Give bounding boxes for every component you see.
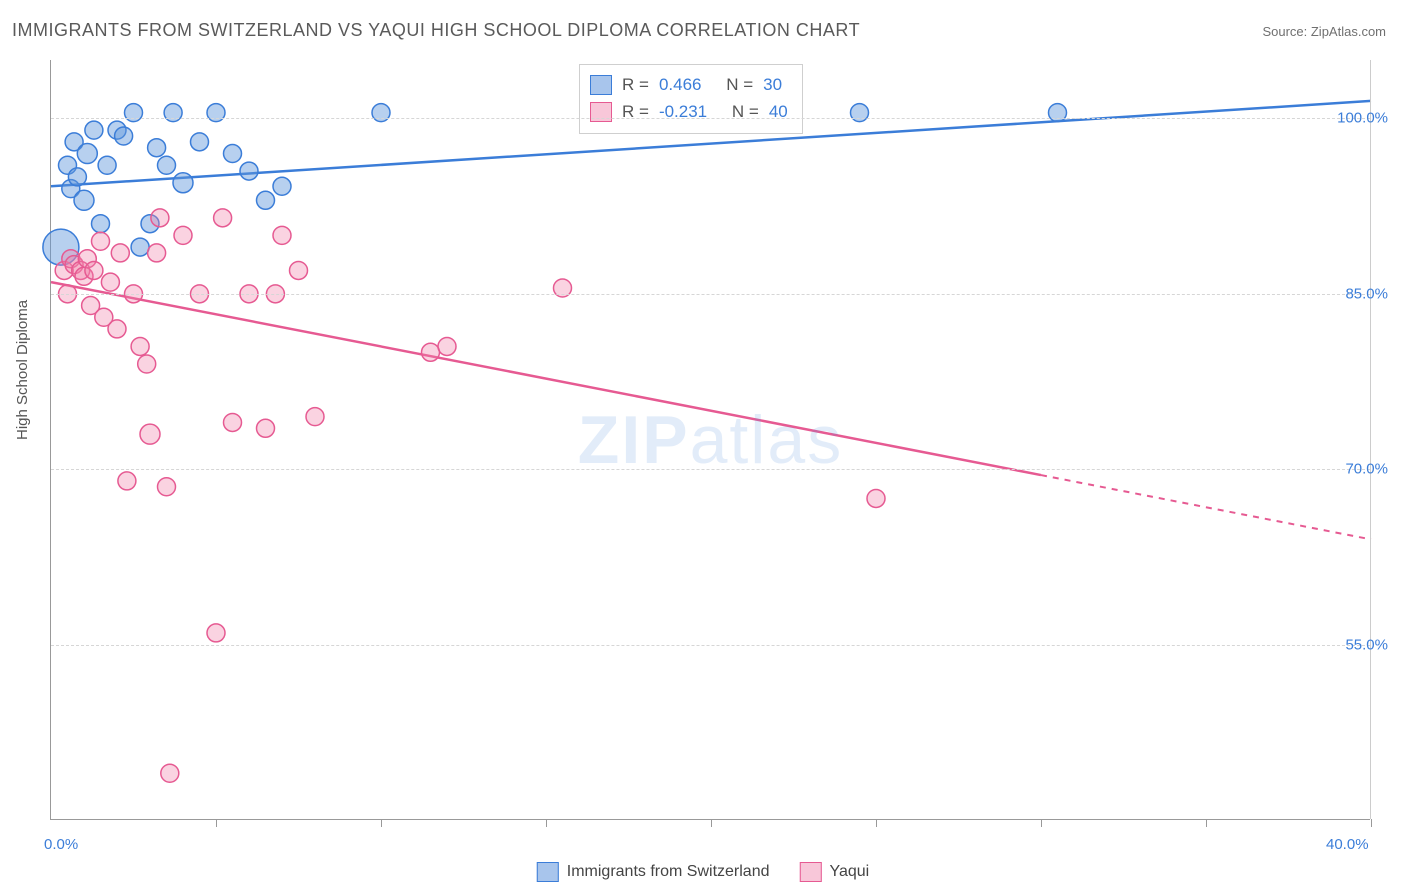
x-tick [216,819,217,827]
y-axis-label: High School Diploma [14,300,31,440]
data-point [173,173,193,193]
correlation-legend: R = 0.466 N = 30 R = -0.231 N = 40 [579,64,803,134]
y-tick-label: 55.0% [1345,636,1388,653]
y-tick-label: 70.0% [1345,461,1388,478]
data-point [77,144,97,164]
data-point [148,139,166,157]
data-point [68,168,86,186]
legend-row-2: R = -0.231 N = 40 [590,98,788,125]
gridline-h [51,645,1370,646]
legend-item-2: Yaqui [799,862,869,882]
x-tick [1206,819,1207,827]
data-point [131,337,149,355]
data-point [273,177,291,195]
data-point [108,320,126,338]
y-tick-label: 100.0% [1337,110,1388,127]
legend-item-1: Immigrants from Switzerland [537,862,770,882]
data-point [148,244,166,262]
data-point [422,343,440,361]
data-point [290,261,308,279]
gridline-h [51,294,1370,295]
x-tick [711,819,712,827]
data-point [158,478,176,496]
data-point [257,191,275,209]
data-point [161,764,179,782]
data-point [115,127,133,145]
gridline-h [51,469,1370,470]
chart-title: IMMIGRANTS FROM SWITZERLAND VS YAQUI HIG… [12,20,860,41]
data-point [191,133,209,151]
x-tick-min: 0.0% [44,836,78,853]
x-tick [876,819,877,827]
swatch-pink-icon [799,862,821,882]
data-point [158,156,176,174]
x-tick-max: 40.0% [1326,836,1369,853]
data-point [85,261,103,279]
data-point [111,244,129,262]
series-legend: Immigrants from Switzerland Yaqui [537,862,869,882]
data-point [224,413,242,431]
data-point [240,162,258,180]
data-point [306,408,324,426]
data-point [174,226,192,244]
data-point [273,226,291,244]
x-tick [381,819,382,827]
y-tick-label: 85.0% [1345,285,1388,302]
data-point [151,209,169,227]
data-point [257,419,275,437]
data-point [85,121,103,139]
x-tick [1041,819,1042,827]
data-point [140,424,160,444]
swatch-blue-icon [537,862,559,882]
trendline-dashed [1041,475,1371,539]
gridline-h [51,118,1370,119]
data-point [867,489,885,507]
plot-svg [51,60,1370,819]
data-point [131,238,149,256]
data-point [92,215,110,233]
data-point [98,156,116,174]
trendline [51,282,1041,475]
chart-container: IMMIGRANTS FROM SWITZERLAND VS YAQUI HIG… [0,0,1406,892]
source-label: Source: ZipAtlas.com [1262,24,1386,39]
data-point [92,232,110,250]
data-point [207,624,225,642]
data-point [438,337,456,355]
x-tick [546,819,547,827]
data-point [138,355,156,373]
data-point [224,145,242,163]
data-point [101,273,119,291]
plot-area: ZIPatlas R = 0.466 N = 30 R = -0.231 N =… [50,60,1370,820]
x-tick [1371,819,1372,827]
data-point [74,190,94,210]
swatch-blue-icon [590,75,612,95]
data-point [214,209,232,227]
data-point [118,472,136,490]
legend-row-1: R = 0.466 N = 30 [590,71,788,98]
